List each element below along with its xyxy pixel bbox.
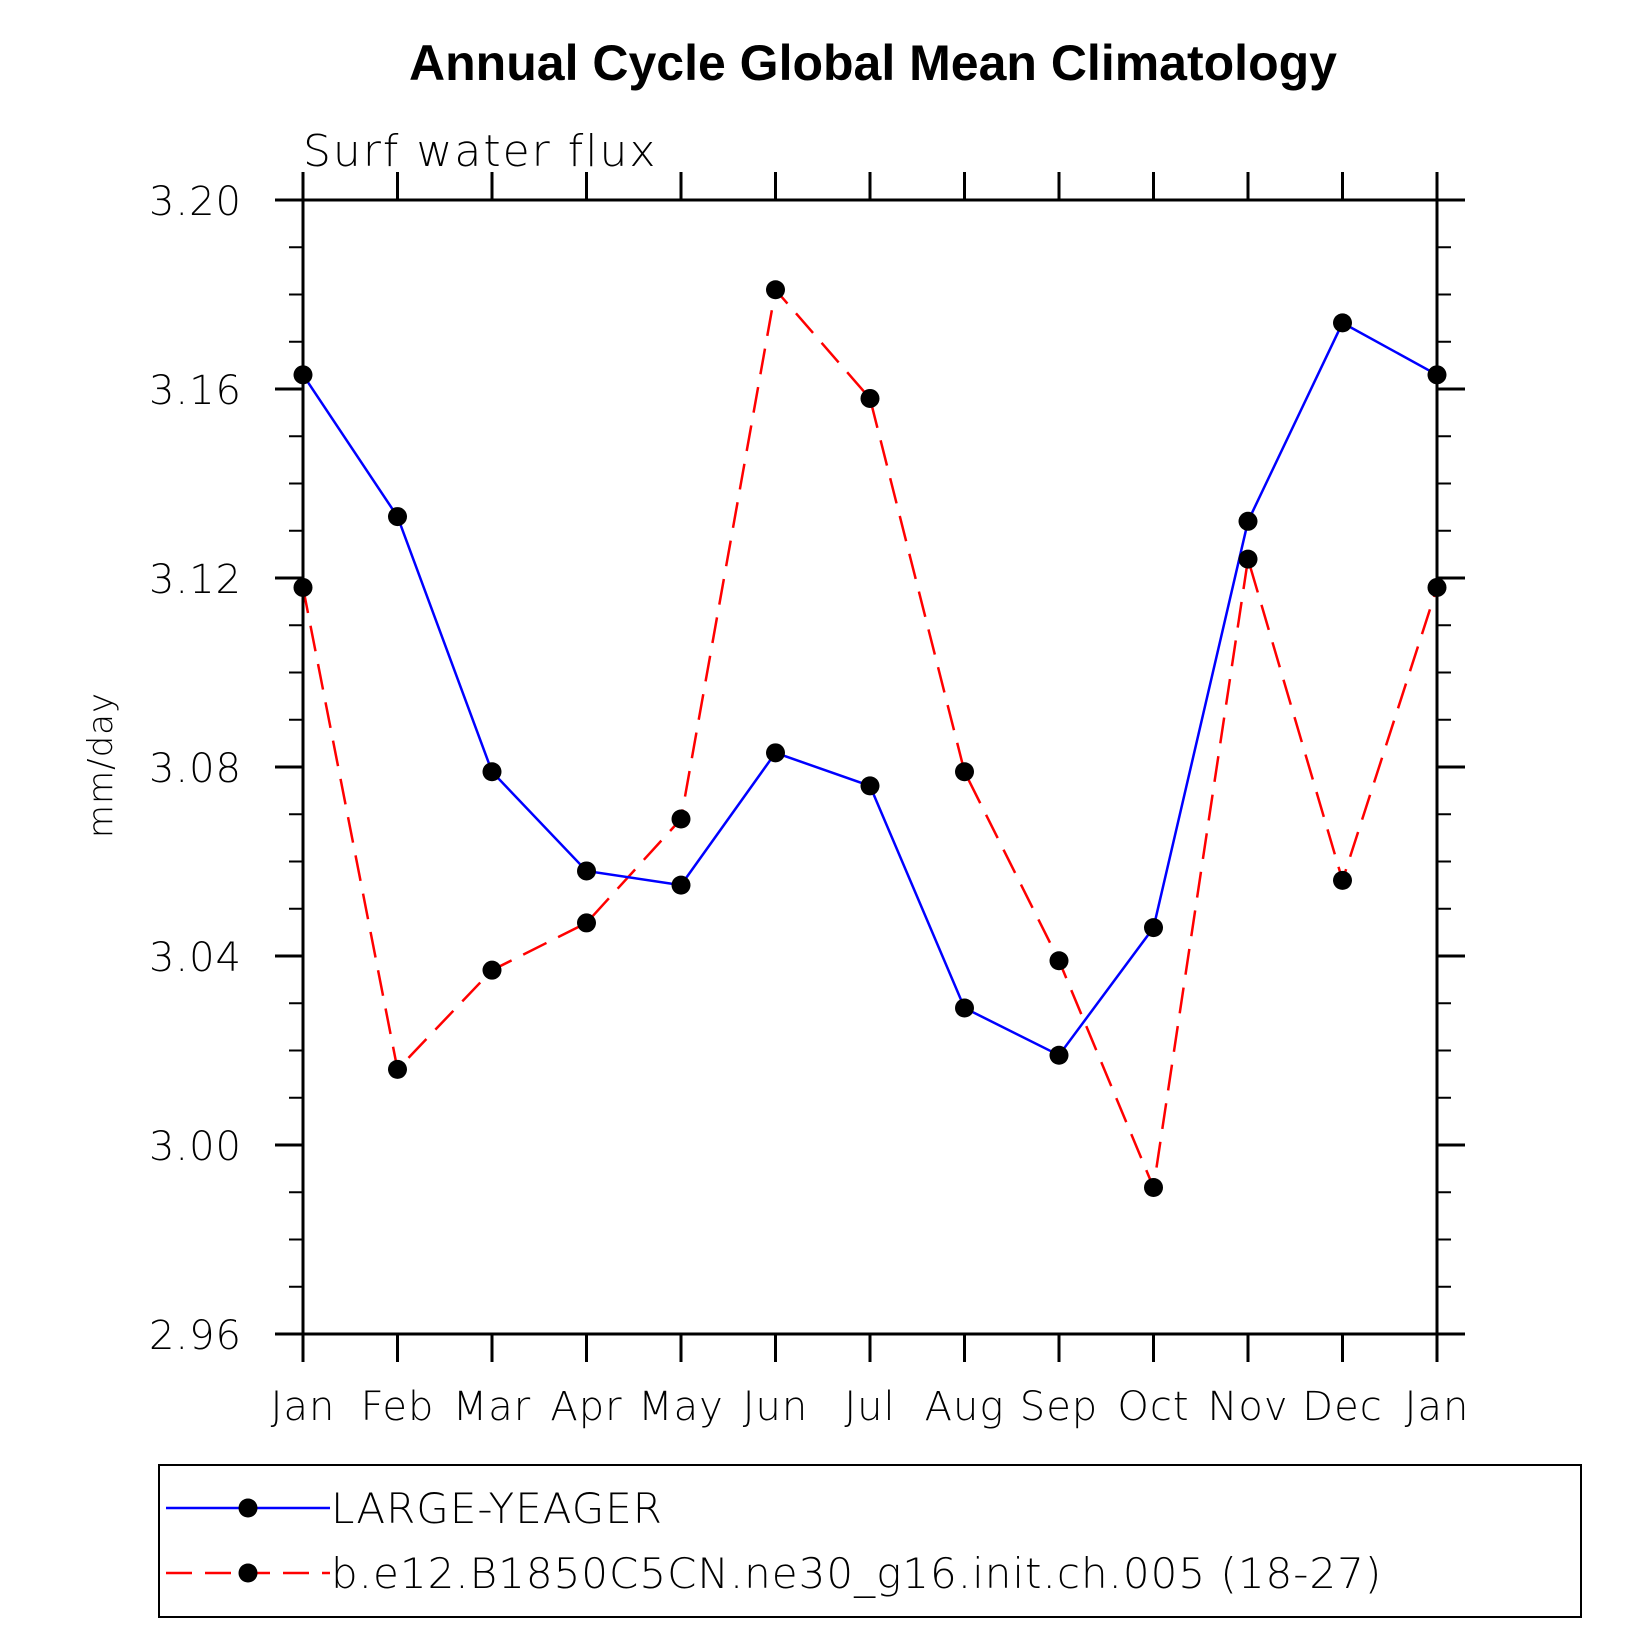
data-point-s1-1 xyxy=(388,1059,407,1079)
y-tick-label: 3.12 xyxy=(149,557,242,603)
x-tick-label: Jan xyxy=(1405,1384,1470,1430)
y-tick-label: 3.00 xyxy=(149,1124,242,1170)
legend-label-0: LARGE-YEAGER xyxy=(331,1484,663,1533)
x-tick-label: Feb xyxy=(361,1384,435,1430)
data-point-s1-8 xyxy=(1049,951,1069,971)
series-layer xyxy=(293,280,1447,1198)
chart-title: Annual Cycle Global Mean Climatology xyxy=(409,35,1337,91)
data-point-s1-4 xyxy=(671,809,691,829)
x-tick-label: Nov xyxy=(1207,1384,1288,1430)
series-line-1 xyxy=(301,287,1439,1193)
legend-box xyxy=(158,1464,1582,1618)
x-tick-label: Sep xyxy=(1020,1384,1098,1430)
x-tick-label: Jan xyxy=(271,1384,336,1430)
y-tick-label: 3.08 xyxy=(149,746,242,792)
y-tick-label: 3.20 xyxy=(149,179,242,225)
x-tick-label: Jun xyxy=(743,1384,809,1430)
data-point-s1-10 xyxy=(1238,549,1258,569)
data-point-s0-9 xyxy=(1144,918,1163,938)
legend-marker-0 xyxy=(238,1498,258,1518)
data-point-s0-5 xyxy=(766,743,785,763)
axis-ticks xyxy=(275,172,1465,1362)
x-tick-label: Apr xyxy=(550,1384,622,1430)
data-point-s0-4 xyxy=(671,875,691,895)
data-point-s0-6 xyxy=(860,776,880,796)
data-point-s0-11 xyxy=(1333,313,1352,333)
x-tick-label: Dec xyxy=(1302,1384,1382,1430)
legend-label-1: b.e12.B1850C5CN.ne30_g16.init.ch.005 (18… xyxy=(331,1549,1382,1598)
x-tick-labels: Jan Feb Mar Apr May Jun Jul Aug Sep Oct Nov Dec Jan xyxy=(271,1384,1470,1430)
legend-marker-1 xyxy=(238,1563,258,1583)
data-point-s0-3 xyxy=(577,861,596,881)
x-tick-label: May xyxy=(638,1384,724,1430)
data-point-s0-7 xyxy=(955,998,974,1018)
x-tick-label: Mar xyxy=(453,1384,531,1430)
plot-frame xyxy=(301,198,1439,1336)
data-point-s1-6 xyxy=(860,388,880,408)
y-tick-label: 3.04 xyxy=(149,935,242,981)
y-axis-label: mm/day xyxy=(81,692,121,838)
data-point-s0-8 xyxy=(1049,1045,1069,1065)
data-point-s0-10 xyxy=(1238,511,1258,531)
data-point-s1-9 xyxy=(1144,1178,1163,1198)
data-point-s0-1 xyxy=(388,507,407,527)
data-point-s1-5 xyxy=(766,280,785,300)
data-point-s1-7 xyxy=(955,762,974,782)
data-point-s1-2 xyxy=(482,960,502,980)
x-tick-label: Oct xyxy=(1117,1384,1189,1430)
y-tick-label: 3.16 xyxy=(149,368,242,414)
data-point-s0-2 xyxy=(482,762,502,782)
data-point-s1-3 xyxy=(577,913,596,933)
legend: LARGE-YEAGER b.e12.B1850C5CN.ne30_g16.ini… xyxy=(158,1464,1582,1618)
x-tick-label: Jul xyxy=(844,1384,895,1430)
series-line-0 xyxy=(301,321,1438,1057)
x-tick-label: Aug xyxy=(925,1384,1005,1430)
y-tick-labels: 2.96 3.00 3.04 3.08 3.12 3.16 3.20 xyxy=(149,179,242,1359)
data-point-s1-11 xyxy=(1333,870,1352,890)
y-tick-label: 2.96 xyxy=(149,1313,242,1359)
chart-subtitle: Surf water flux xyxy=(303,126,657,177)
